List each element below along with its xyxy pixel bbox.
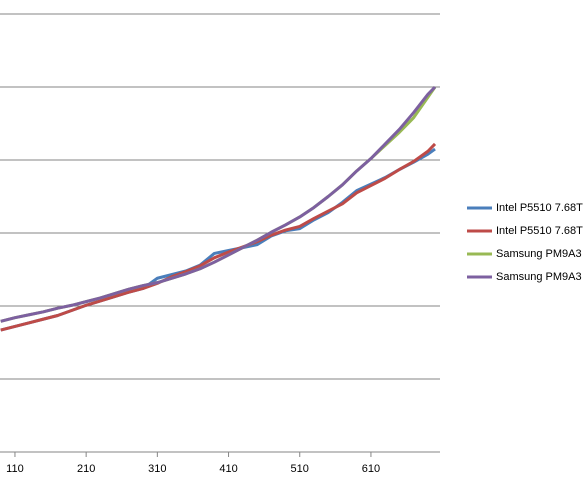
x-tick-label: 310 [148,463,166,475]
x-tick-label: 610 [362,463,380,475]
legend-label: Samsung PM9A3 [496,248,582,260]
series-line [0,85,437,323]
series-line [0,142,437,332]
legend-label: Samsung PM9A3 [496,271,582,283]
x-tick-label: 410 [219,463,237,475]
x-tick-label: 110 [6,463,24,475]
series-line [0,86,437,323]
series-line [0,147,436,332]
legend-label: Intel P5510 7.68T [496,202,583,214]
x-tick-label: 210 [77,463,95,475]
legend-label: Intel P5510 7.68T [496,225,583,237]
x-tick-label: 510 [291,463,309,475]
